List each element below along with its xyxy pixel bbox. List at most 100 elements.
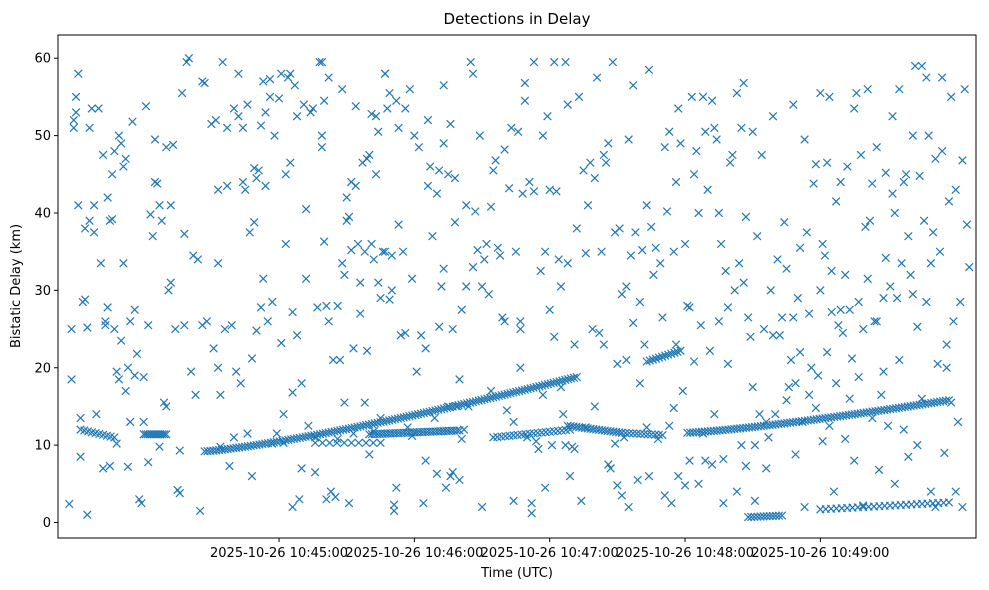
- data-point: [71, 92, 81, 102]
- data-point: [953, 417, 963, 427]
- data-point: [308, 104, 318, 113]
- data-point: [288, 502, 297, 512]
- data-point: [881, 168, 891, 177]
- data-point: [642, 357, 651, 366]
- data-point: [563, 259, 572, 268]
- data-point: [439, 139, 448, 148]
- data-point: [125, 417, 135, 427]
- data-point: [261, 108, 270, 117]
- data-point: [340, 270, 349, 280]
- data-point: [877, 390, 886, 400]
- data-point: [570, 444, 579, 454]
- data-point: [549, 332, 559, 342]
- data-point: [951, 185, 960, 194]
- data-point: [396, 331, 406, 340]
- data-point: [83, 510, 92, 520]
- data-point: [650, 430, 660, 439]
- data-point: [385, 88, 394, 98]
- data-point: [782, 264, 791, 273]
- data-point: [937, 73, 947, 82]
- data-point: [685, 456, 694, 465]
- data-point: [892, 293, 902, 303]
- data-point: [775, 331, 784, 340]
- data-point: [132, 349, 142, 359]
- data-point: [777, 313, 787, 322]
- data-point: [572, 224, 581, 233]
- data-point: [771, 409, 780, 419]
- data-point: [590, 173, 600, 183]
- data-point: [782, 396, 791, 405]
- data-point: [130, 305, 139, 314]
- data-point: [768, 331, 778, 340]
- data-point: [940, 448, 949, 458]
- data-point: [234, 112, 243, 121]
- data-point: [362, 346, 372, 355]
- data-point: [155, 442, 164, 451]
- data-point: [955, 297, 965, 307]
- data-point: [646, 222, 656, 232]
- data-point: [96, 259, 106, 268]
- data-point: [863, 274, 872, 283]
- data-point: [279, 438, 288, 448]
- data-point: [297, 464, 306, 473]
- data-point: [85, 123, 94, 133]
- data-point: [268, 439, 277, 448]
- data-point: [780, 218, 789, 227]
- data-point: [540, 247, 550, 256]
- data-point: [473, 245, 482, 255]
- data-point: [825, 92, 834, 102]
- data-point: [590, 402, 600, 411]
- data-point: [464, 402, 473, 411]
- data-point: [229, 104, 239, 113]
- data-point: [931, 154, 940, 164]
- data-point: [367, 109, 376, 119]
- data-point: [87, 104, 97, 113]
- data-point: [301, 204, 311, 214]
- data-point: [335, 355, 345, 365]
- data-point: [574, 92, 584, 102]
- data-point: [414, 142, 424, 152]
- data-point: [858, 501, 868, 510]
- data-point: [645, 356, 654, 365]
- data-point: [698, 92, 708, 102]
- data-point: [766, 286, 775, 295]
- data-point: [222, 123, 232, 133]
- data-point: [432, 469, 442, 478]
- data-point: [527, 509, 536, 518]
- data-point: [182, 57, 191, 67]
- data-point: [119, 259, 128, 268]
- data-point: [676, 139, 685, 148]
- data-point: [322, 495, 331, 504]
- data-point: [80, 295, 90, 304]
- data-point: [949, 317, 958, 326]
- data-point: [283, 73, 293, 82]
- data-point: [387, 251, 397, 260]
- data-point: [437, 282, 446, 291]
- data-point: [547, 440, 557, 450]
- data-point: [653, 434, 663, 444]
- data-point: [325, 438, 334, 448]
- data-point: [439, 264, 448, 273]
- data-point: [849, 456, 859, 465]
- data-point: [455, 475, 464, 485]
- data-point: [69, 123, 79, 133]
- data-point: [110, 146, 119, 156]
- data-point: [604, 139, 613, 148]
- data-point: [344, 498, 354, 508]
- data-point: [545, 185, 554, 194]
- data-point: [626, 251, 636, 260]
- data-point: [250, 163, 259, 173]
- data-point: [608, 57, 618, 67]
- data-point: [714, 208, 724, 218]
- plot-frame: [57, 34, 977, 539]
- data-point: [392, 96, 401, 106]
- data-point: [784, 382, 794, 392]
- data-point: [870, 317, 879, 326]
- data-point: [385, 295, 394, 304]
- data-point: [211, 115, 221, 125]
- data-point: [175, 446, 185, 455]
- data-point: [628, 318, 638, 328]
- data-point: [917, 394, 927, 403]
